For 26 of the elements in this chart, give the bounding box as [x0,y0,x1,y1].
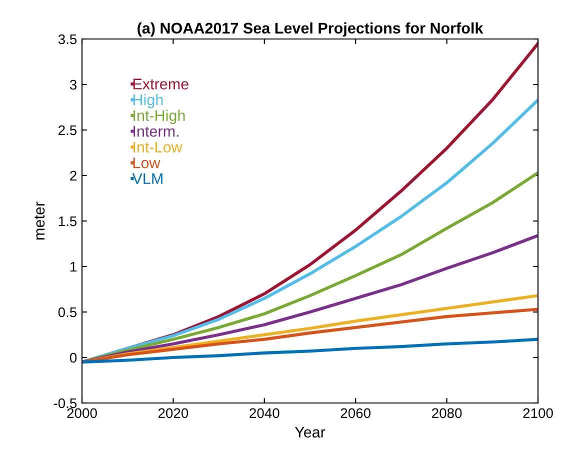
x-axis-title: Year [294,426,326,438]
y-tick-label: 1.5 [58,216,77,226]
line-series [82,338,538,364]
y-tick-label: 3.5 [58,34,77,44]
x-tick-label: 2100 [523,408,553,418]
x-tick-label: 2020 [158,408,188,418]
legend-label: VLM [132,173,162,184]
x-tick-label: 2080 [432,408,462,418]
x-tick-label: 2000 [67,408,97,418]
legend-label: Low [133,158,160,168]
legend-label: Int-Low [134,142,182,153]
y-axis-title: meter [34,202,45,240]
y-tick-label: 0.5 [58,307,77,318]
y-tick-label: 3 [70,80,77,90]
legend-label: High [133,94,163,108]
legend-label: Int-High [134,110,185,124]
x-tick-label: 2060 [340,408,371,418]
y-tick-label: 1 [70,262,76,272]
x-tick-label: 2040 [250,408,280,418]
legend-label: Extreme [133,78,188,90]
y-tick-label: 0 [70,352,77,363]
chart-title: (a) NOAA2017 Sea Level Projections for Norfolk [138,22,484,37]
legend-label: Interm. [134,126,178,137]
y-tick-label: -0.5 [54,398,77,408]
y-tick-label: 2 [70,170,76,181]
y-tick-label: 2.5 [58,125,77,136]
